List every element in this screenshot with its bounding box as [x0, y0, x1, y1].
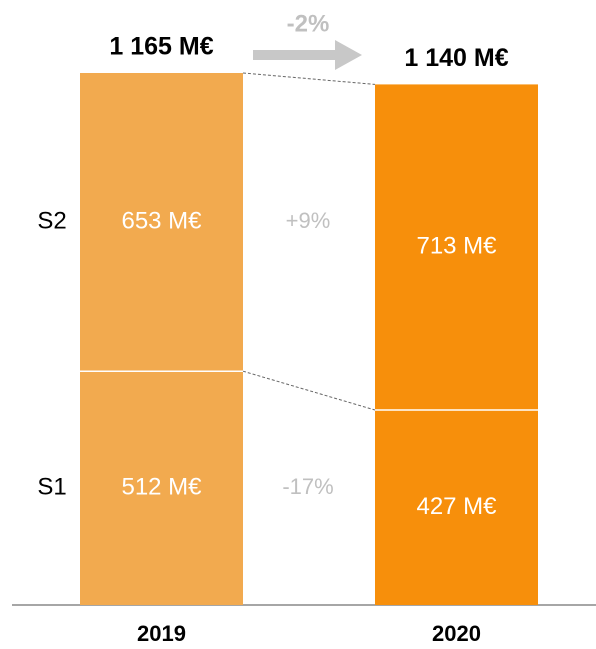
- series-label: S2: [37, 207, 66, 234]
- bar-segment: [80, 73, 243, 372]
- connector: [242, 72, 376, 85]
- total-change-label: -2%: [287, 10, 330, 37]
- series-label: S1: [37, 473, 66, 500]
- total-label: 1 165 M€: [109, 33, 213, 61]
- total-label: 1 140 M€: [404, 44, 508, 72]
- value-label: 427 M€: [416, 493, 497, 520]
- bar-segment: [80, 371, 243, 605]
- value-label: 653 M€: [121, 207, 202, 234]
- category-label: 2019: [137, 621, 186, 646]
- category-label: 2020: [432, 621, 481, 646]
- bar-segment: [375, 84, 538, 411]
- connector: [242, 370, 376, 411]
- change-arrow: [253, 40, 362, 70]
- bar-segment: [375, 410, 538, 605]
- value-label: 713 M€: [416, 233, 497, 260]
- change-label: -17%: [282, 474, 333, 499]
- change-label: +9%: [286, 208, 331, 233]
- value-label: 512 M€: [121, 473, 202, 500]
